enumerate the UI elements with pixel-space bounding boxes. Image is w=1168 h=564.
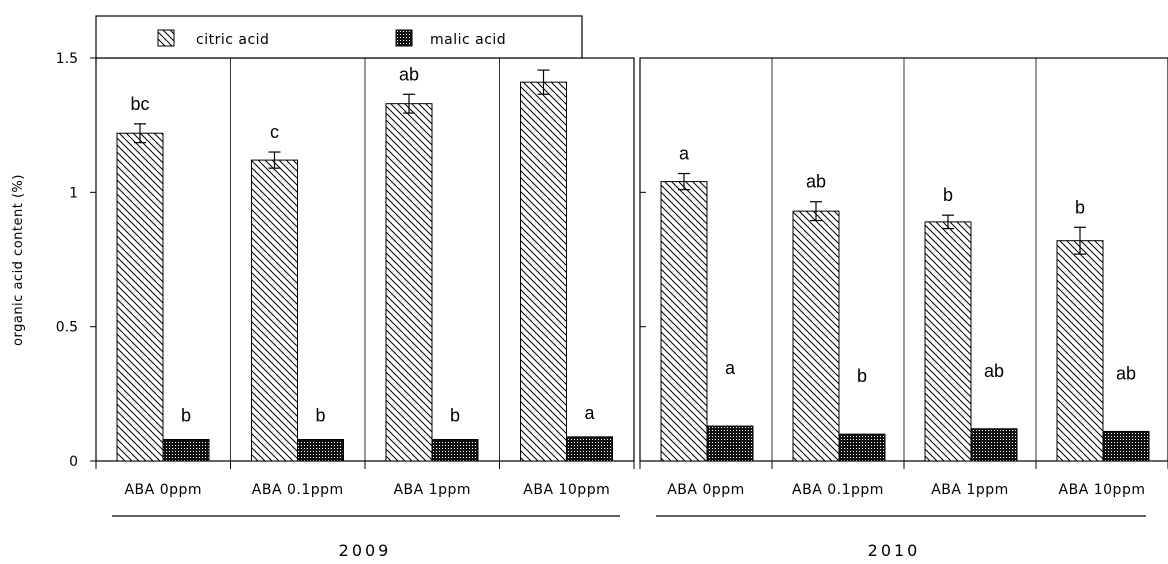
y-tick-label: 1	[69, 185, 78, 201]
malic-significance-letter: ab	[1116, 363, 1136, 383]
malic-acid-bar	[838, 433, 886, 462]
citric-significance-letter: ab	[806, 172, 826, 192]
citric-acid-bar	[520, 81, 567, 462]
category-label: ABA 0.1ppm	[252, 482, 344, 498]
malic-significance-letter: b	[857, 366, 867, 386]
category-label: ABA 1ppm	[393, 482, 471, 498]
malic-acid-bar	[162, 439, 210, 462]
malic-acid-bar	[297, 439, 344, 462]
year-label-2010: 2010	[868, 541, 921, 560]
citric-acid-bar	[924, 221, 972, 462]
malic-acid-bar	[706, 425, 754, 462]
category-label: ABA 10ppm	[1059, 482, 1146, 498]
citric-acid-bar	[660, 181, 708, 462]
malic-acid-bar	[970, 428, 1018, 462]
citric-acid-bar	[116, 132, 164, 462]
citric-significance-letter: b	[1075, 197, 1085, 217]
citric-significance-letter: bc	[130, 94, 149, 114]
y-tick-label: 0	[69, 454, 78, 470]
citric-significance-letter: ab	[399, 64, 419, 84]
category-label: ABA 0.1ppm	[792, 482, 884, 498]
malic-acid-bar	[431, 439, 479, 462]
category-label: ABA 10ppm	[523, 482, 610, 498]
legend-box	[95, 15, 583, 59]
y-axis-label: organic acid content (%)	[11, 174, 26, 346]
y-tick-label: 1.5	[56, 51, 78, 67]
malic-acid-bar	[1102, 430, 1150, 462]
citric-significance-letter: c	[270, 122, 279, 142]
legend-label-citric: citric acid	[196, 32, 269, 48]
malic-significance-letter: a	[725, 358, 736, 378]
citric-acid-bar	[1056, 240, 1104, 462]
legend-swatch-citric	[157, 29, 175, 47]
malic-significance-letter: b	[450, 406, 460, 426]
malic-significance-letter: b	[315, 406, 325, 426]
citric-significance-letter: b	[943, 185, 953, 205]
citric-acid-bar	[385, 103, 433, 462]
category-label: ABA 0ppm	[124, 482, 202, 498]
malic-significance-letter: a	[584, 403, 595, 423]
legend-label-malic: malic acid	[430, 32, 506, 48]
malic-significance-letter: b	[181, 406, 191, 426]
category-label: ABA 0ppm	[667, 482, 745, 498]
citric-acid-bar	[792, 210, 840, 462]
category-label: ABA 1ppm	[931, 482, 1009, 498]
citric-acid-bar	[251, 159, 298, 462]
legend-swatch-malic	[395, 29, 413, 47]
citric-significance-letter: a	[679, 144, 690, 164]
malic-significance-letter: ab	[984, 361, 1004, 381]
year-label-2009: 2009	[339, 541, 392, 560]
malic-acid-bar	[566, 436, 613, 462]
y-tick-label: 0.5	[56, 320, 78, 336]
